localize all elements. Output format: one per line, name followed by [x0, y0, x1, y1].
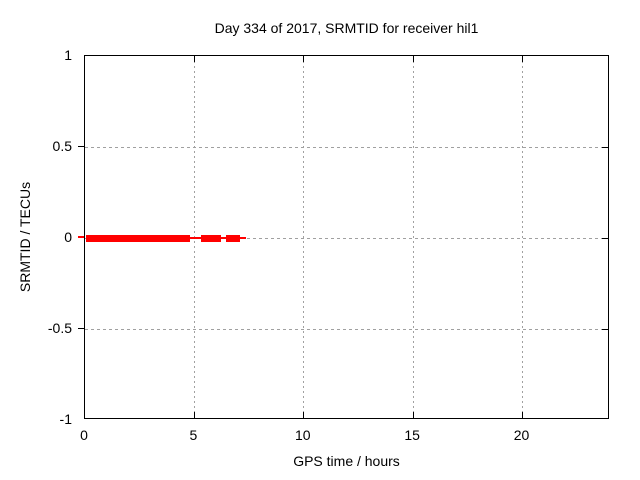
gridline-y--0.5 [85, 328, 608, 330]
gridline-x-10 [303, 56, 305, 418]
x-tick-mark-mirror [412, 56, 414, 62]
chart-title: Day 334 of 2017, SRMTID for receiver hil… [214, 20, 479, 36]
y-tick-mark [78, 236, 84, 238]
y-tick-mark [78, 327, 84, 329]
gridline-y-0 [85, 237, 608, 239]
x-tick-mark-mirror [193, 56, 195, 62]
x-tick-mark [303, 412, 305, 418]
x-tick-label: 10 [294, 427, 311, 443]
y-tick-mark-mirror [602, 237, 608, 239]
gridline-x-20 [522, 56, 523, 418]
y-tick-label: -1 [59, 411, 72, 427]
y-tick-label: 0 [64, 229, 72, 245]
data-segment-sparse [240, 237, 246, 239]
data-segment-dense [200, 234, 222, 242]
data-segment-dense [226, 234, 241, 242]
x-tick-label: 5 [189, 427, 198, 443]
y-tick-label: -0.5 [47, 320, 72, 336]
data-segment-sparse [190, 237, 201, 239]
x-tick-mark-mirror [522, 56, 523, 62]
plot-area [84, 55, 609, 419]
data-segment-dense [86, 234, 190, 242]
y-tick-mark-mirror [602, 146, 608, 148]
x-tick-mark [193, 412, 195, 418]
y-tick-mark [78, 145, 84, 147]
gridline-x-15 [412, 56, 414, 418]
gridline-y-0.5 [85, 146, 608, 148]
y-tick-label: 0.5 [52, 138, 72, 154]
y-tick-label: 1 [64, 47, 72, 63]
x-axis-label: GPS time / hours [293, 453, 400, 469]
x-tick-mark [522, 412, 523, 418]
x-tick-label: 15 [404, 427, 420, 443]
x-tick-mark [412, 412, 414, 418]
data-segment-sparse [221, 237, 227, 239]
x-tick-label: 20 [513, 427, 530, 443]
y-tick-mark-mirror [602, 328, 608, 330]
x-tick-mark-mirror [303, 56, 305, 62]
x-tick-label: 0 [80, 427, 88, 443]
